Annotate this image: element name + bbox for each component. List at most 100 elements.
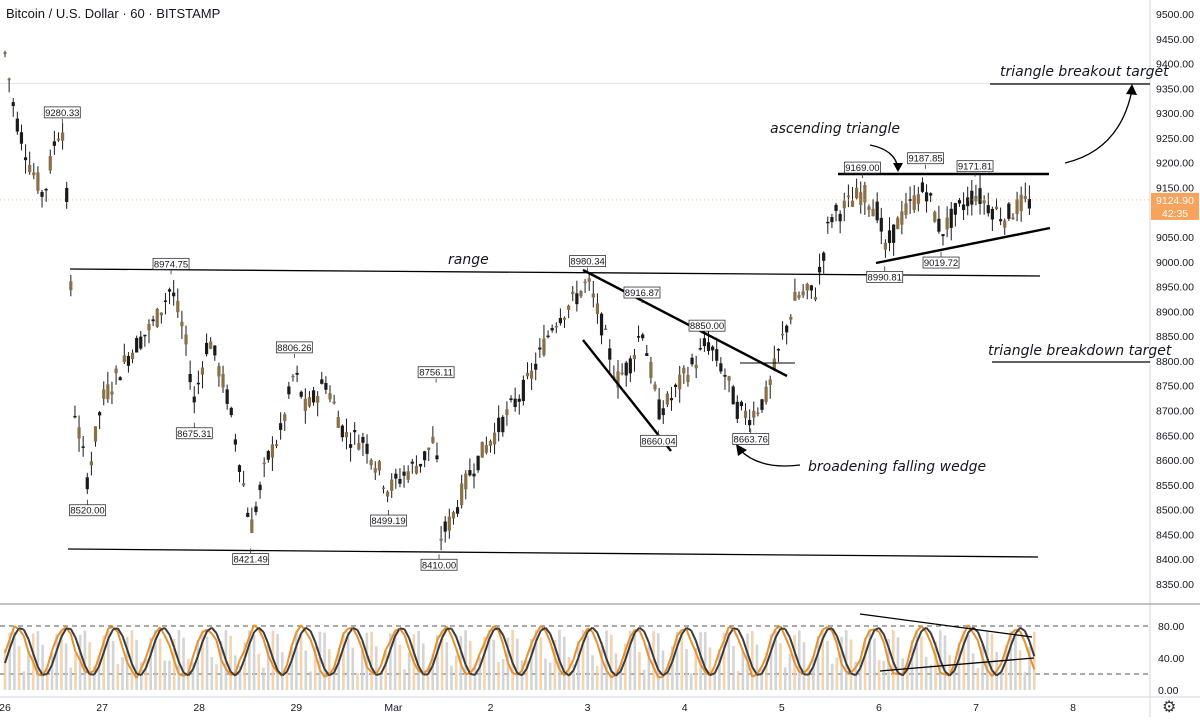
candle-body — [765, 387, 768, 402]
oscillator-histogram-bar — [836, 658, 839, 690]
candle-body — [16, 119, 19, 132]
oscillator-fast-line — [893, 673, 898, 674]
oscillator-histogram-bar — [610, 635, 613, 690]
candle-body — [423, 451, 426, 460]
candle-body — [45, 189, 48, 191]
candle-body — [583, 282, 586, 284]
candle-body — [419, 464, 422, 467]
oscillator-histogram-bar — [981, 644, 984, 690]
price-label-text: 9280.33 — [45, 108, 79, 119]
candle-body — [740, 402, 743, 406]
oscillator-histogram-bar — [502, 659, 505, 690]
price-tick-label: 9000.00 — [1156, 257, 1194, 269]
oscillator-histogram-bar — [116, 664, 119, 690]
oscillator-fast-line — [686, 630, 691, 642]
price-tick-label: 8450.00 — [1156, 529, 1194, 541]
candle-body — [444, 522, 447, 532]
settings-gear-icon[interactable]: ⚙ — [1162, 697, 1176, 717]
candle-body — [8, 79, 11, 81]
oscillator-histogram-bar — [492, 640, 495, 690]
oscillator-histogram-bar — [709, 647, 712, 690]
oscillator-histogram-bar — [210, 657, 213, 690]
price-label-text: 8990.81 — [868, 272, 902, 283]
oscillator-slow-line — [19, 628, 24, 629]
candle-body — [114, 369, 117, 374]
price-tick-label: 9450.00 — [1156, 34, 1194, 46]
candle-body — [958, 200, 961, 203]
price-tick-label: 8650.00 — [1156, 430, 1194, 442]
candle-body — [197, 383, 200, 385]
oscillator-histogram-bar — [977, 668, 980, 690]
candle-body — [77, 427, 80, 438]
oscillator-histogram-bar — [333, 673, 336, 690]
candle-body — [489, 441, 492, 446]
price-label: 8499.19 — [371, 510, 407, 527]
candle-body — [435, 455, 438, 459]
price-label-text: 8410.00 — [422, 560, 456, 571]
oscillator-slow-line — [1020, 628, 1025, 631]
oscillator-histogram-bar — [563, 637, 566, 690]
candle-body — [830, 217, 833, 222]
breakout-arrow-head — [1126, 84, 1137, 95]
oscillator-histogram-bar — [347, 632, 350, 690]
candle-body — [345, 432, 348, 437]
candle-body — [300, 392, 303, 397]
oscillator-histogram-bar — [1024, 672, 1027, 690]
candle-body — [316, 396, 319, 403]
oscillator-fast-line — [658, 677, 663, 678]
candle-body — [156, 309, 159, 327]
candle-body — [933, 212, 936, 222]
candle-body — [839, 214, 842, 221]
candle-body — [732, 387, 735, 405]
candle-body — [797, 295, 800, 298]
candle-body — [551, 328, 554, 330]
candle-body — [184, 334, 187, 344]
breakout-arrow-curve — [1065, 90, 1132, 163]
candle-body — [205, 343, 208, 354]
oscillator-slow-line — [207, 628, 212, 631]
oscillator-fast-line — [306, 632, 311, 639]
oscillator-tick-label: 0.00 — [1158, 685, 1179, 697]
candle-body — [304, 399, 307, 411]
candle-body — [493, 433, 496, 445]
candle-body — [147, 324, 150, 330]
candle-body — [152, 319, 155, 321]
oscillator-histogram-bar — [713, 673, 716, 690]
time-tick-label: 7 — [973, 702, 979, 714]
candle-body — [250, 519, 253, 532]
candle-body — [131, 353, 134, 360]
time-tick-label: 27 — [96, 702, 108, 714]
time-tick-label: 29 — [290, 702, 302, 714]
candle-body — [472, 474, 475, 477]
candle-body — [666, 394, 669, 405]
oscillator-histogram-bar — [685, 649, 688, 690]
candle-body — [189, 374, 192, 382]
candle-body — [987, 205, 990, 213]
candle-body — [279, 423, 282, 430]
candle-body — [526, 373, 529, 376]
candle-body — [596, 303, 599, 314]
candle-body — [456, 507, 459, 513]
candle-body — [382, 487, 385, 489]
triangle-arrow-head — [893, 163, 903, 172]
candle-body — [682, 368, 685, 374]
last-price-text: 9124.90 — [1156, 195, 1194, 207]
candle-body — [653, 385, 656, 390]
oscillator-histogram-bar — [41, 645, 44, 690]
price-tick-label: 9050.00 — [1156, 232, 1194, 244]
candle-body — [168, 289, 171, 291]
candle-body — [929, 193, 932, 195]
candle-body — [637, 336, 640, 338]
oscillator-histogram-bar — [544, 659, 547, 690]
price-tick-label: 9500.00 — [1156, 9, 1194, 21]
oscillator-histogram-bar — [229, 636, 232, 690]
price-label: 8990.81 — [867, 266, 903, 283]
oscillator-histogram-bar — [662, 650, 665, 690]
price-label-text: 8756.11 — [419, 368, 453, 379]
price-label-text: 9171.81 — [958, 162, 992, 173]
oscillator-histogram-bar — [304, 651, 307, 690]
oscillator-histogram-bar — [455, 656, 458, 690]
oscillator-histogram-bar — [549, 663, 552, 690]
candle-body — [485, 445, 488, 453]
candle-body — [246, 513, 249, 517]
